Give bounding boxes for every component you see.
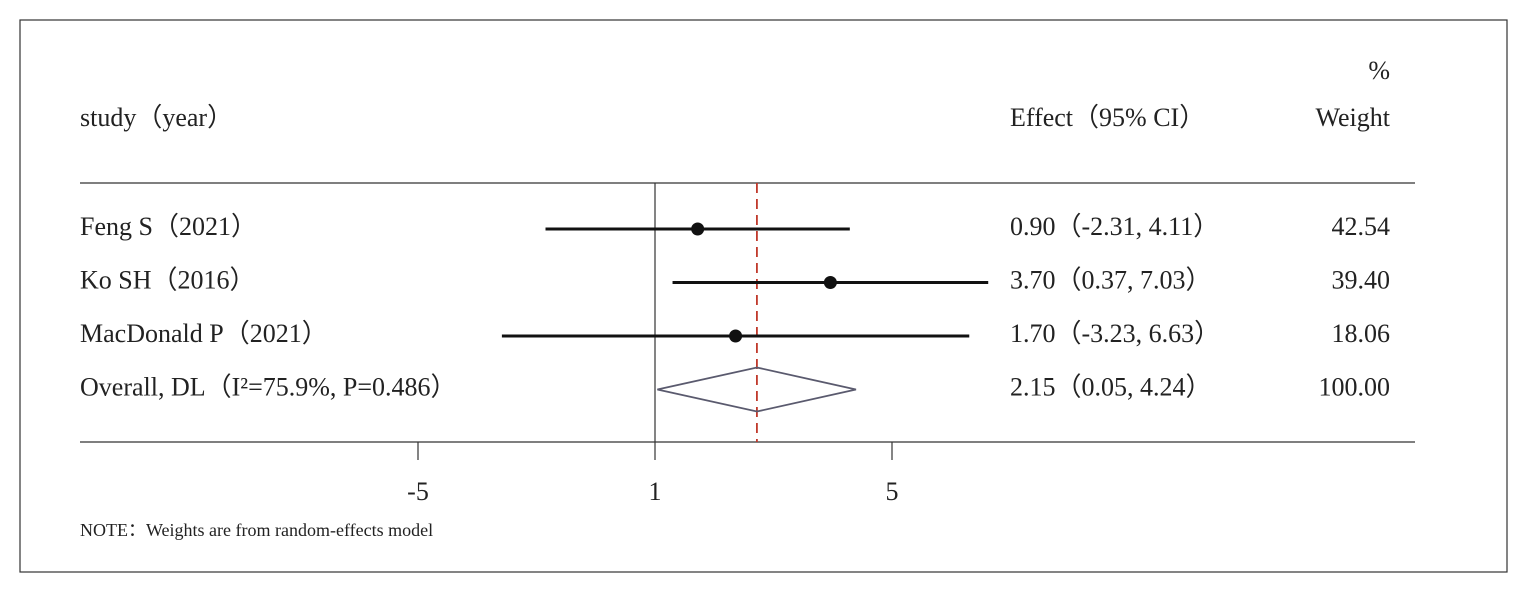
study-name: Ko SH（2016） — [80, 265, 256, 294]
weight: 39.40 — [1332, 265, 1391, 294]
study-name: MacDonald P（2021） — [80, 319, 328, 348]
effect-point — [823, 276, 837, 289]
study-name: Feng S（2021） — [80, 212, 257, 241]
effect-point — [729, 329, 743, 343]
effect-point — [691, 222, 705, 236]
effect-header: Effect（95% CI） — [1010, 103, 1205, 132]
weight-header: Weight — [1316, 103, 1391, 132]
x-tick-label: -5 — [407, 477, 429, 506]
overall-effect-label: 2.15（0.05, 4.24） — [1010, 372, 1212, 401]
weight-unit: % — [1368, 56, 1390, 85]
overall-weight: 100.00 — [1319, 372, 1391, 401]
x-tick-label: 1 — [649, 477, 662, 506]
weight: 42.54 — [1332, 212, 1391, 241]
weight: 18.06 — [1332, 319, 1391, 348]
overall-diamond — [657, 366, 857, 413]
note: NOTE：Weights are from random-effects mod… — [80, 520, 433, 540]
effect-label: 1.70（-3.23, 6.63） — [1010, 319, 1220, 348]
effect-label: 3.70（0.37, 7.03） — [1010, 265, 1212, 294]
x-tick-label: 5 — [886, 477, 899, 506]
study-header: study（year） — [80, 103, 233, 132]
frame — [19, 19, 1508, 573]
effect-label: 0.90（-2.31, 4.11） — [1010, 212, 1219, 241]
overall-label: Overall, DL（I²=75.9%, P=0.486） — [80, 372, 457, 401]
